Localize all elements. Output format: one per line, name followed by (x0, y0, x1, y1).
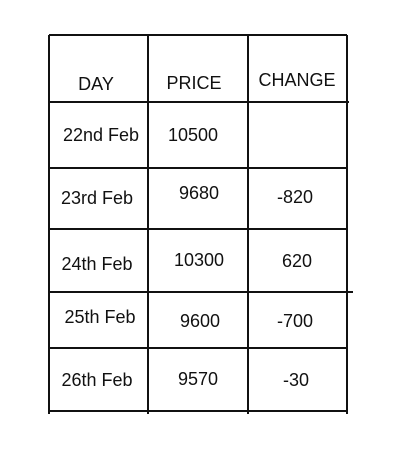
cell-price: 9570 (177, 369, 219, 389)
cell-price: 10500 (167, 125, 219, 145)
cell-price: 10300 (173, 250, 225, 270)
column-header-change: CHANGE (258, 70, 336, 90)
cell-change: -30 (282, 370, 310, 390)
cell-day: 23rd Feb (60, 188, 134, 208)
cell-day: 26th Feb (61, 370, 133, 390)
cell-change: -700 (276, 311, 314, 331)
column-header-day: DAY (78, 74, 114, 94)
cell-day: 22nd Feb (62, 125, 140, 145)
column-header-price: PRICE (166, 73, 222, 93)
cell-change: -820 (276, 187, 314, 207)
cell-day: 25th Feb (64, 307, 136, 327)
cell-day: 24th Feb (61, 254, 133, 274)
cell-change: 620 (281, 251, 313, 271)
cell-price: 9680 (178, 183, 220, 203)
cell-price: 9600 (179, 311, 221, 331)
